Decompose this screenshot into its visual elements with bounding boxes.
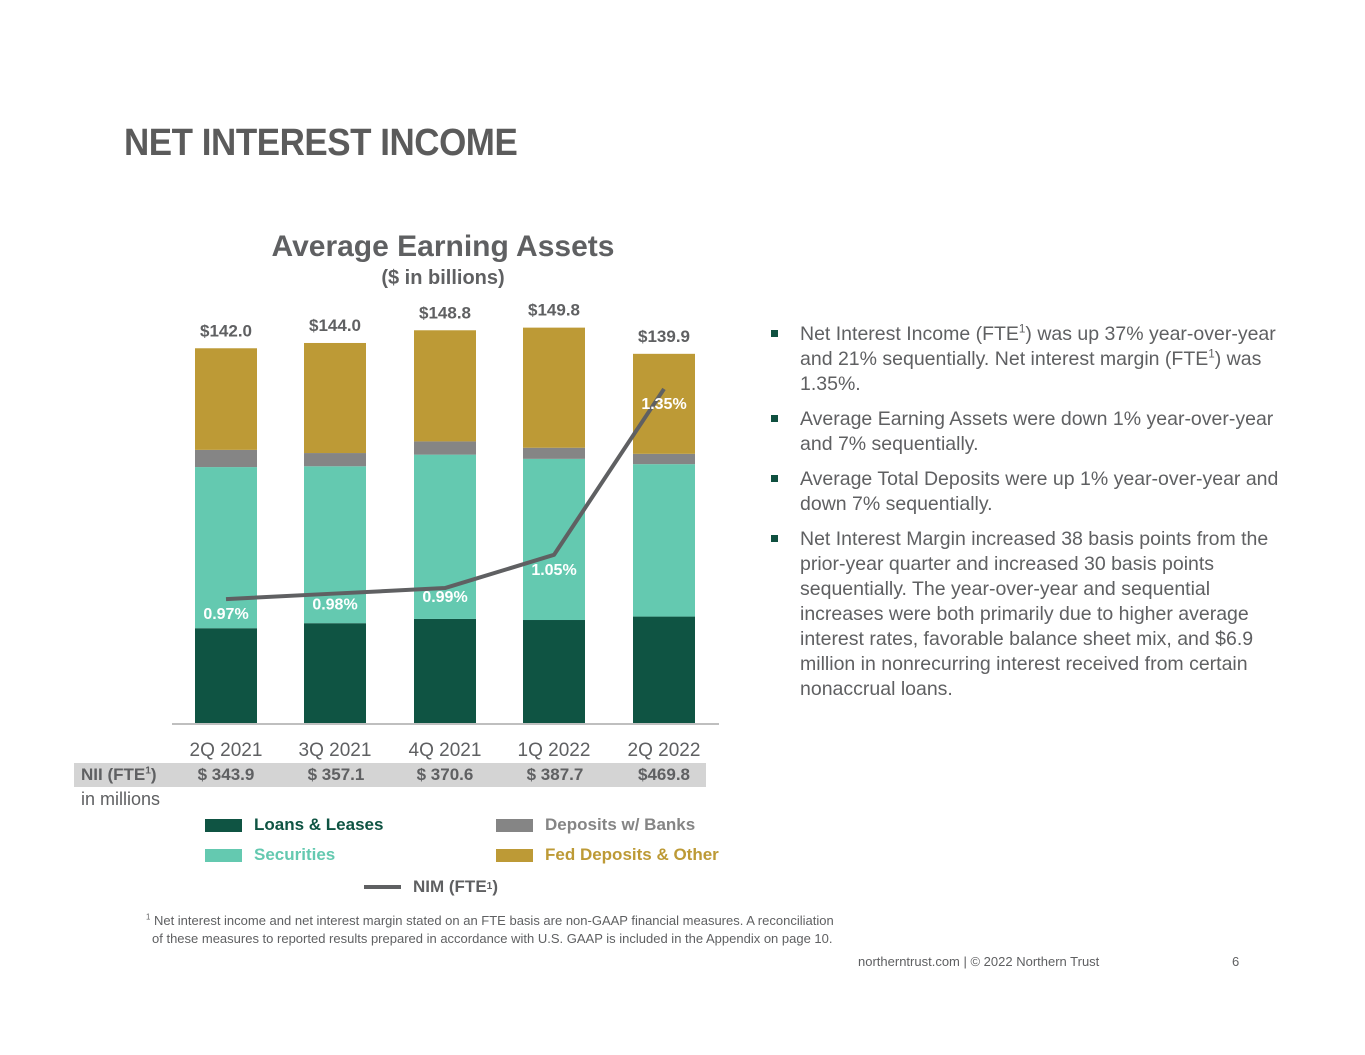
nii-value: $ 357.1 — [307, 765, 365, 784]
nii-label: NII (FTE1) — [81, 765, 157, 784]
bar-segment-loans-leases — [523, 620, 585, 724]
bar-segment-securities — [523, 458, 585, 621]
nii-band — [74, 763, 706, 787]
bar-total-label: $149.8 — [528, 301, 580, 320]
bar-segment-deposits-w-banks — [304, 453, 366, 467]
earning-assets-chart: $142.0 2Q 2021 $144.0 3Q 2021 $148.8 4Q 2021 $… — [172, 301, 719, 761]
page-number: 6 — [1232, 954, 1240, 969]
bar-segment-securities — [414, 454, 476, 619]
bar-segment-fed-deposits-other — [304, 342, 366, 454]
legend-loans: Loans & Leases — [205, 815, 383, 835]
bullet-marker — [771, 415, 778, 422]
footer-text: northerntrust.com | © 2022 Northern Trus… — [858, 954, 1100, 969]
x-tick-label: 2Q 2021 — [190, 740, 263, 761]
nim-data-label: 1.35% — [641, 396, 686, 413]
x-tick-label: 3Q 2021 — [299, 740, 372, 761]
legend-deposits: Deposits w/ Banks — [496, 815, 695, 835]
legend-fed: Fed Deposits & Other — [496, 845, 719, 865]
legend-securities: Securities — [205, 845, 335, 865]
bar-segment-fed-deposits-other — [633, 353, 695, 454]
bar-segment-deposits-w-banks — [523, 447, 585, 459]
legend-nim: NIM (FTE 1) — [364, 877, 498, 897]
legend-swatch — [496, 848, 533, 862]
nim-data-label: 0.98% — [312, 597, 357, 614]
bullet-marker — [771, 475, 778, 482]
nii-sublabel: in millions — [81, 789, 161, 809]
nii-value: $ 387.7 — [526, 765, 584, 784]
legend-line — [364, 885, 401, 889]
bar-segment-securities — [304, 466, 366, 624]
x-tick-label: 1Q 2022 — [518, 740, 591, 761]
bar-total-label: $142.0 — [200, 321, 252, 340]
x-tick-label: 2Q 2022 — [628, 740, 701, 761]
bar-segment-loans-leases — [304, 623, 366, 724]
bullet-marker — [771, 535, 778, 542]
bullet-item: Net Interest Income (FTE1) was up 37% ye… — [770, 322, 1290, 397]
nii-value: $ 370.6 — [416, 765, 474, 784]
bullet-item: Average Earning Assets were down 1% year… — [770, 407, 1290, 457]
nim-data-label: 0.97% — [203, 606, 248, 623]
x-tick-label: 4Q 2021 — [409, 740, 482, 761]
nim-data-label: 1.05% — [531, 562, 576, 579]
bar-segment-securities — [633, 464, 695, 617]
legend-swatch — [205, 848, 242, 862]
bullet-item: Net Interest Margin increased 38 basis p… — [770, 527, 1290, 702]
bar-segment-fed-deposits-other — [195, 348, 257, 450]
bar-segment-fed-deposits-other — [414, 330, 476, 442]
nii-value: $469.8 — [638, 765, 690, 784]
bar-segment-deposits-w-banks — [633, 453, 695, 465]
legend-swatch — [205, 818, 242, 832]
bullet-marker — [771, 330, 778, 337]
bar-segment-fed-deposits-other — [523, 327, 585, 448]
nim-data-label: 0.99% — [422, 589, 467, 606]
bar-segment-securities — [195, 467, 257, 629]
page-title: NET INTEREST INCOME — [124, 122, 518, 164]
footnote: 1 Net interest income and net interest m… — [146, 912, 834, 946]
bar-total-label: $144.0 — [309, 316, 361, 335]
bar-segment-deposits-w-banks — [195, 449, 257, 468]
bar-segment-deposits-w-banks — [414, 441, 476, 455]
bullet-item: Average Total Deposits were up 1% year-o… — [770, 467, 1290, 517]
bar-total-label: $139.9 — [638, 327, 690, 346]
bar-segment-loans-leases — [195, 628, 257, 724]
bar-segment-loans-leases — [414, 618, 476, 724]
bullet-list: Net Interest Income (FTE1) was up 37% ye… — [770, 322, 1290, 712]
chart-title: Average Earning Assets — [271, 230, 615, 263]
chart-subtitle: ($ in billions) — [381, 267, 505, 289]
bar-segment-loans-leases — [633, 616, 695, 724]
bar-total-label: $148.8 — [419, 303, 471, 322]
nim-line — [225, 387, 666, 602]
nii-value: $ 343.9 — [197, 765, 255, 784]
legend-swatch — [496, 818, 533, 832]
